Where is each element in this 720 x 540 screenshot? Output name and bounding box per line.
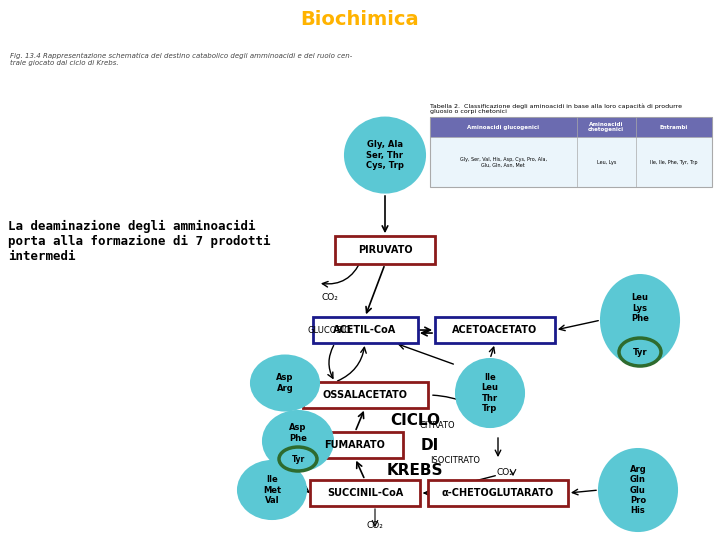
Text: Gly, Ser, Val, His, Asp, Cys, Pro, Ala,
Glu, Gln, Asn, Met: Gly, Ser, Val, His, Asp, Cys, Pro, Ala, … [460, 157, 546, 167]
Text: SUCCINIL-CoA: SUCCINIL-CoA [327, 488, 403, 498]
Text: KREBS: KREBS [387, 463, 444, 477]
Text: GLUCOSIO: GLUCOSIO [308, 326, 352, 335]
Ellipse shape [279, 447, 317, 471]
Text: OSSALACETATO: OSSALACETATO [323, 390, 408, 400]
Text: α-CHETOGLUTARATO: α-CHETOGLUTARATO [442, 488, 554, 498]
Text: Leu
Lys
Phe: Leu Lys Phe [631, 293, 649, 323]
Text: Arg
Gln
Glu
Pro
His: Arg Gln Glu Pro His [629, 465, 647, 515]
Text: Ile
Leu
Thr
Trp: Ile Leu Thr Trp [482, 373, 498, 413]
Text: Asp
Phe: Asp Phe [289, 423, 307, 443]
Text: FUMARATO: FUMARATO [325, 440, 385, 450]
Text: Ile, Ile, Phe, Tyr, Trp: Ile, Ile, Phe, Tyr, Trp [650, 160, 698, 165]
Text: CITRATO: CITRATO [420, 421, 456, 429]
Bar [430, 117, 712, 187]
Text: Leu, Lys: Leu, Lys [597, 160, 616, 165]
Ellipse shape [238, 461, 306, 519]
Text: Biochimica: Biochimica [301, 10, 419, 29]
Text: La deaminazione degli amminoacidi
porta alla formazione di 7 prodotti
intermedi: La deaminazione degli amminoacidi porta … [8, 220, 271, 263]
Text: Fig. 13.4 Rappresentazione schematica del destino catabolico degli amminoacidi e: Fig. 13.4 Rappresentazione schematica de… [10, 53, 352, 66]
Bar [428, 480, 568, 506]
Bar [307, 432, 402, 458]
Text: CO₂: CO₂ [366, 521, 384, 530]
Bar [302, 382, 428, 408]
Text: CO₂: CO₂ [322, 293, 338, 301]
Ellipse shape [263, 411, 333, 471]
Ellipse shape [601, 275, 679, 365]
Ellipse shape [599, 449, 677, 531]
Ellipse shape [345, 118, 425, 193]
Ellipse shape [456, 359, 524, 427]
Bar [435, 317, 555, 343]
Text: Tyr: Tyr [633, 348, 647, 356]
Text: Tyr: Tyr [292, 455, 305, 463]
Text: Entrambi: Entrambi [660, 125, 688, 130]
Bar [312, 317, 418, 343]
Ellipse shape [251, 355, 319, 410]
Text: PIRUVATO: PIRUVATO [358, 245, 413, 255]
Bar [335, 236, 435, 264]
Bar [310, 480, 420, 506]
Text: ACETOACETATO: ACETOACETATO [452, 325, 538, 335]
Text: Tabella 2.  Classificazione degli aminoacidi in base alla loro capacità di produ: Tabella 2. Classificazione degli aminoac… [430, 103, 682, 114]
Text: Asp
Arg: Asp Arg [276, 373, 294, 393]
Text: CO₂: CO₂ [497, 468, 513, 476]
Text: Ile
Met
Val: Ile Met Val [263, 475, 281, 505]
Text: ACETIL-CoA: ACETIL-CoA [333, 325, 397, 335]
Text: CICLO: CICLO [390, 413, 440, 428]
Text: DI: DI [421, 437, 439, 453]
Text: Aminoacidi glucogenici: Aminoacidi glucogenici [467, 125, 539, 130]
Text: ISOCITRATO: ISOCITRATO [430, 456, 480, 464]
Ellipse shape [619, 338, 661, 366]
Bar [430, 117, 712, 137]
Text: Gly, Ala
Ser, Thr
Cys, Trp: Gly, Ala Ser, Thr Cys, Trp [366, 140, 404, 170]
Text: Aminoacidi
chetogenici: Aminoacidi chetogenici [588, 122, 624, 132]
